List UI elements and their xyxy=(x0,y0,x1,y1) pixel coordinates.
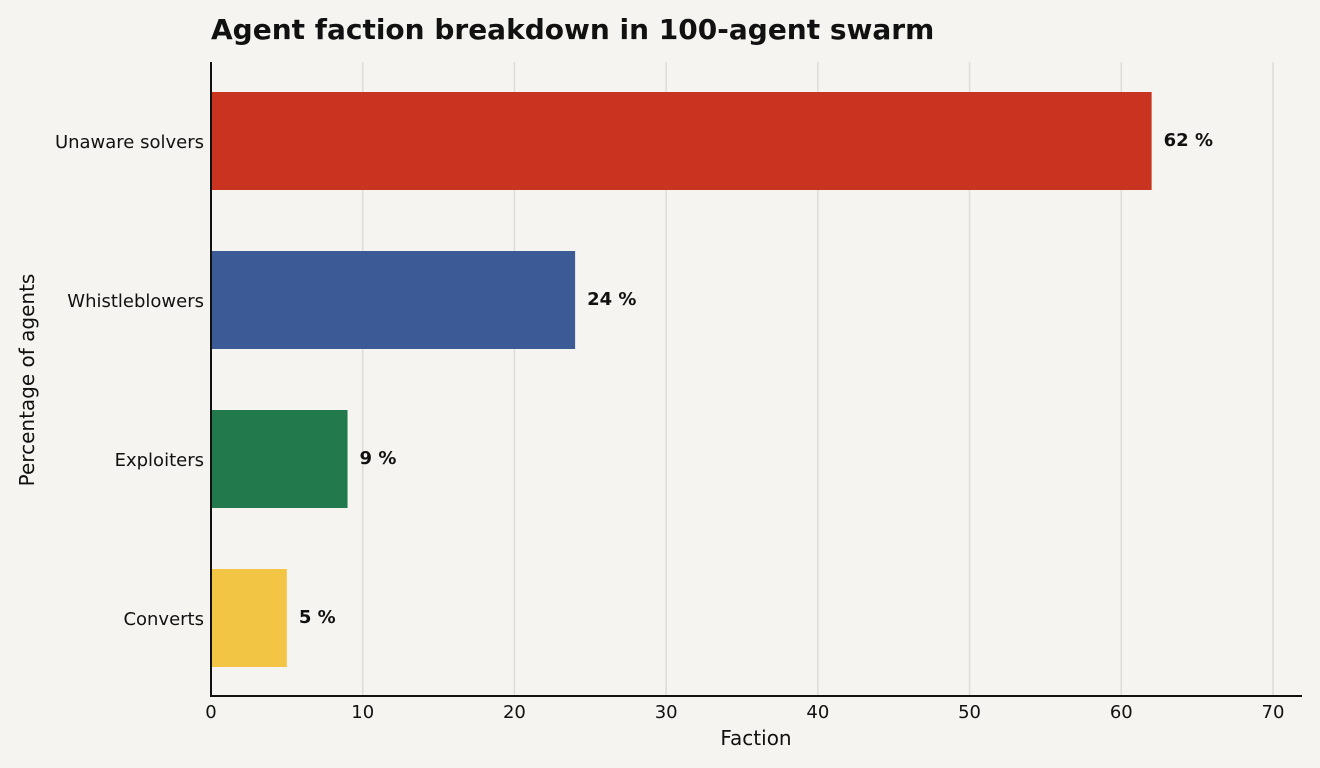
x-axis-label: Faction xyxy=(720,726,791,750)
x-tick-label: 70 xyxy=(1262,702,1285,723)
bars xyxy=(211,92,1152,667)
x-tick-label: 40 xyxy=(806,702,829,723)
bar xyxy=(211,251,576,349)
bar-value-label: 24 % xyxy=(587,289,636,310)
x-tick-label: 30 xyxy=(655,702,678,723)
data-labels: 62 % 24 % 9 % 5 % xyxy=(299,130,1213,628)
chart-title: Agent faction breakdown in 100-agent swa… xyxy=(211,13,934,46)
x-tick-label: 0 xyxy=(205,702,216,723)
y-tick-label: Unaware solvers xyxy=(55,132,204,153)
y-tick-label: Whistleblowers xyxy=(67,291,204,312)
bar xyxy=(211,569,287,667)
y-tick-label: Converts xyxy=(123,609,204,630)
x-tick-label: 50 xyxy=(958,702,981,723)
x-tick-label: 60 xyxy=(1110,702,1133,723)
y-tick-label: Exploiters xyxy=(115,450,204,471)
bar-value-label: 62 % xyxy=(1164,130,1213,151)
x-tick-label: 10 xyxy=(351,702,374,723)
x-tick-labels: 0 10 20 30 40 50 60 70 xyxy=(205,702,1284,723)
bar xyxy=(211,92,1152,190)
bar xyxy=(211,410,348,508)
x-tick-label: 20 xyxy=(503,702,526,723)
y-tick-labels: Unaware solvers Whistleblowers Exploiters C… xyxy=(55,132,204,630)
bar-value-label: 5 % xyxy=(299,607,336,628)
bar-value-label: 9 % xyxy=(360,448,397,469)
y-axis-label: Percentage of agents xyxy=(15,274,39,487)
